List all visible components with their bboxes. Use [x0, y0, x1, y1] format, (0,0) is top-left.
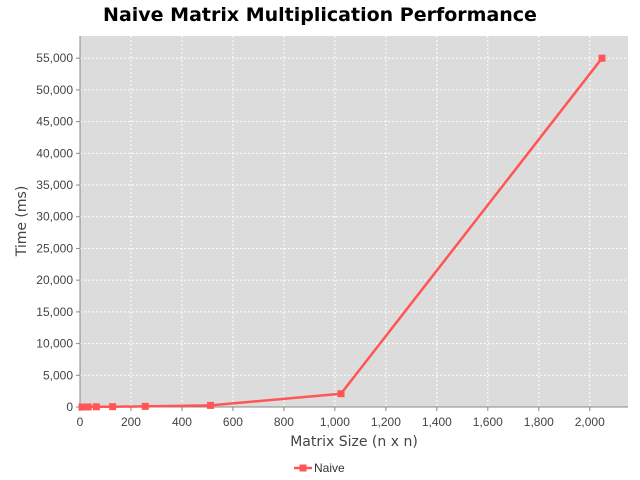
y-tick-label: 45,000	[36, 115, 73, 129]
x-tick-label: 1,400	[422, 415, 452, 429]
y-axis: 0 5,000 10,000 15,000 20,000 25,000 30,000 35,0…	[36, 36, 81, 414]
data-point	[84, 403, 92, 411]
y-tick-label: 15,000	[36, 305, 73, 319]
y-tick-label: 35,000	[36, 178, 73, 192]
legend-marker	[299, 464, 307, 472]
y-tick-label: 40,000	[36, 146, 73, 160]
data-point	[109, 403, 117, 411]
y-tick-label: 30,000	[36, 210, 73, 224]
x-tick-label: 400	[172, 415, 192, 429]
y-tick-label: 0	[66, 400, 73, 414]
data-point	[92, 403, 100, 411]
data-point	[141, 402, 149, 410]
x-tick-label: 2,000	[575, 415, 605, 429]
x-tick-label: 1,200	[371, 415, 401, 429]
y-tick-label: 20,000	[36, 273, 73, 287]
y-tick-label: 50,000	[36, 83, 73, 97]
legend: Naive	[294, 461, 345, 475]
chart-title: Naive Matrix Multiplication Performance	[103, 4, 537, 26]
y-tick-label: 25,000	[36, 241, 73, 255]
x-tick-label: 1,800	[524, 415, 554, 429]
y-tick-label: 5,000	[43, 368, 73, 382]
x-tick-label: 200	[121, 415, 141, 429]
data-point	[207, 401, 215, 409]
x-tick-label: 0	[77, 415, 84, 429]
series-layer	[78, 54, 606, 411]
y-axis-label: Time (ms)	[14, 186, 30, 258]
x-tick-label: 1,600	[473, 415, 503, 429]
x-axis-label: Matrix Size (n x n)	[290, 434, 418, 450]
x-tick-label: 600	[223, 415, 243, 429]
legend-label: Naive	[314, 461, 345, 475]
x-tick-label: 800	[274, 415, 294, 429]
data-point	[80, 403, 88, 411]
y-tick-label: 55,000	[36, 51, 73, 65]
plot-area	[80, 36, 628, 407]
x-axis: 0 200 400 600 800 1,000 1,200 1,400 1,600 1,800 2,…	[77, 406, 628, 429]
data-point	[337, 390, 345, 398]
data-point	[598, 54, 606, 62]
x-tick-label: 1,000	[320, 415, 350, 429]
y-tick-label: 10,000	[36, 337, 73, 351]
